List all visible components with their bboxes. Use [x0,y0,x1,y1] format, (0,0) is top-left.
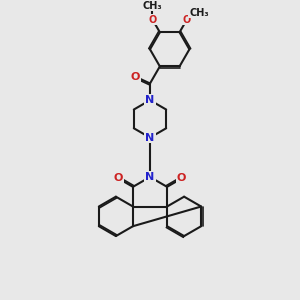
Text: O: O [130,72,140,82]
Text: CH₃: CH₃ [142,1,162,11]
Text: N: N [146,95,154,105]
Text: O: O [114,173,123,184]
Text: O: O [183,14,191,25]
Text: CH₃: CH₃ [189,8,209,18]
Text: N: N [146,133,154,142]
Text: O: O [177,173,186,184]
Text: O: O [148,14,157,25]
Text: N: N [146,172,154,182]
